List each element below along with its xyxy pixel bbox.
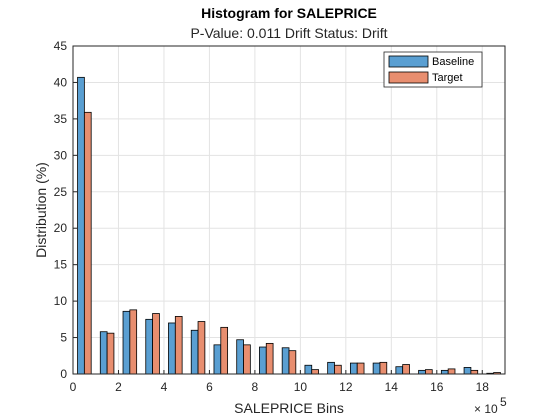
x-tick-label: 6 [206, 380, 213, 394]
x-tick-label: 16 [430, 380, 444, 394]
x-tick-label: 4 [161, 380, 168, 394]
target-bar [311, 369, 319, 375]
baseline-bar [327, 361, 335, 375]
plot-area [73, 46, 505, 374]
baseline-bar [213, 344, 222, 375]
baseline-bar [236, 339, 244, 375]
baseline-bar [168, 322, 176, 375]
baseline-bar [122, 310, 131, 375]
baseline-bar [395, 366, 404, 375]
x-axis-label: SALEPRICE Bins [234, 400, 344, 416]
target-bar [174, 316, 183, 375]
target-bar [197, 321, 206, 375]
target-bar [470, 369, 479, 375]
baseline-bar [145, 318, 153, 375]
legend-label-target: Target [432, 72, 463, 84]
target-bar [379, 361, 388, 375]
baseline-bar [190, 329, 199, 375]
x-tick-label: 2 [115, 380, 122, 394]
y-tick-label: 40 [54, 75, 68, 89]
target-bar [152, 313, 160, 375]
legend-swatch-target [388, 71, 429, 84]
bars [77, 76, 501, 375]
axes-box [72, 45, 506, 375]
y-tick-label: 35 [54, 112, 68, 126]
x-tick-label: 0 [70, 380, 77, 394]
baseline-bar [372, 362, 381, 375]
baseline-bar [349, 362, 358, 375]
x-exponent-power: 5 [500, 395, 507, 409]
y-tick-label: 0 [60, 367, 67, 381]
legend-swatch-baseline [388, 55, 429, 68]
y-tick-label: 45 [54, 39, 68, 53]
target-bar [220, 326, 229, 375]
x-tick-label: 8 [252, 380, 259, 394]
baseline-bar [418, 369, 426, 375]
x-tick-label: 18 [476, 380, 490, 394]
y-tick-label: 10 [54, 294, 68, 308]
target-bar [425, 369, 433, 375]
chart-subtitle: P-Value: 0.011 Drift Status: Drift [190, 25, 387, 41]
target-bar [356, 362, 365, 375]
y-axis-label: Distribution (%) [33, 162, 49, 258]
target-bar [265, 342, 274, 375]
chart-title: Histogram for SALEPRICE [201, 5, 377, 21]
baseline-bar [463, 367, 472, 375]
x-exponent-base: × 10 [474, 402, 498, 416]
target-bar [447, 368, 456, 375]
baseline-bar [304, 364, 313, 375]
target-bar [83, 111, 92, 375]
target-bar [402, 364, 410, 375]
target-bar [334, 364, 342, 375]
baseline-bar [99, 331, 108, 375]
legend-label-baseline: Baseline [432, 56, 474, 68]
ticks: 0 5 10 15 20 25 30 35 40 45 0 2 4 6 8 10 12 14 16 18 [54, 39, 490, 394]
baseline-bar [259, 346, 267, 375]
y-tick-label: 25 [54, 185, 68, 199]
target-bar [288, 350, 297, 375]
target-bar [106, 332, 115, 375]
y-tick-label: 30 [54, 148, 68, 162]
baseline-bar [77, 76, 85, 375]
x-tick-label: 10 [294, 380, 308, 394]
y-tick-label: 15 [54, 258, 68, 272]
y-tick-label: 5 [60, 331, 67, 345]
y-tick-label: 20 [54, 221, 68, 235]
baseline-bar [440, 369, 449, 375]
target-bar [243, 344, 251, 375]
baseline-bar [281, 347, 290, 375]
x-tick-label: 14 [385, 380, 399, 394]
legend: Baseline Target [383, 51, 483, 88]
x-tick-label: 12 [339, 380, 353, 394]
target-bar [129, 309, 138, 375]
